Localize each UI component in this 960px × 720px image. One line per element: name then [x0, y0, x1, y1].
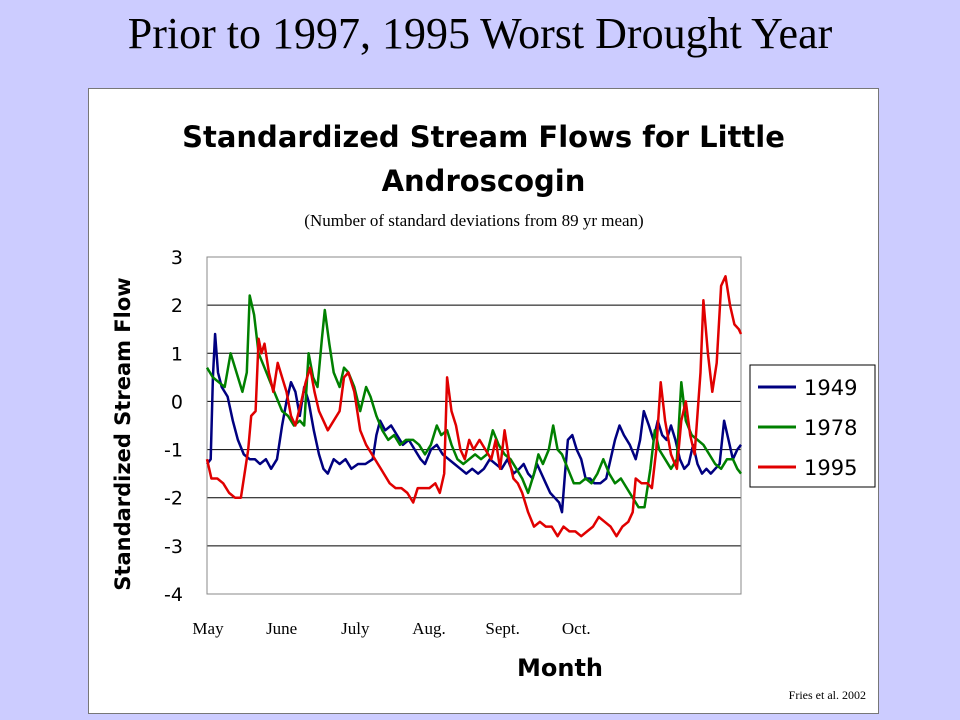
chart-title: Standardized Stream Flows for Little And… [182, 120, 785, 198]
y-tick-label: -2 [164, 488, 183, 510]
plot-frame [206, 256, 742, 595]
chart-plot: 3 2 1 0 -1 -2 -3 -4 May June July Aug. Sept. Oct. 1949… [164, 247, 876, 638]
chart-subtitle: (Number of standard deviations from 89 y… [304, 211, 644, 230]
x-tick-label: June [266, 619, 297, 638]
y-tick-label: 3 [171, 247, 183, 269]
x-axis-label: Month [516, 654, 603, 682]
x-tick-label: Aug. [412, 619, 446, 638]
y-tick-label: 0 [171, 391, 183, 413]
y-tick-label: -4 [164, 584, 183, 606]
y-tick-label: -3 [164, 536, 183, 558]
series-line-1949 [206, 332, 742, 514]
chart-panel: Standardized Stream Flows for Little And… [88, 88, 879, 714]
slide-title: Prior to 1997, 1995 Worst Drought Year [127, 9, 833, 58]
y-tick-label: -1 [164, 440, 183, 462]
x-tick-label: Sept. [485, 619, 519, 638]
y-tick-label: 2 [171, 295, 183, 317]
x-tick-label: May [192, 619, 224, 638]
legend-label-1995: 1995 [804, 456, 857, 480]
legend-label-1978: 1978 [804, 416, 857, 440]
series-line-1995 [205, 275, 743, 538]
source-citation: Fries et al. 2002 [788, 688, 866, 702]
legend-label-1949: 1949 [804, 376, 857, 400]
x-tick-label: Oct. [562, 619, 591, 638]
y-tick-label: 1 [171, 343, 183, 365]
x-tick-label: July [341, 619, 370, 638]
